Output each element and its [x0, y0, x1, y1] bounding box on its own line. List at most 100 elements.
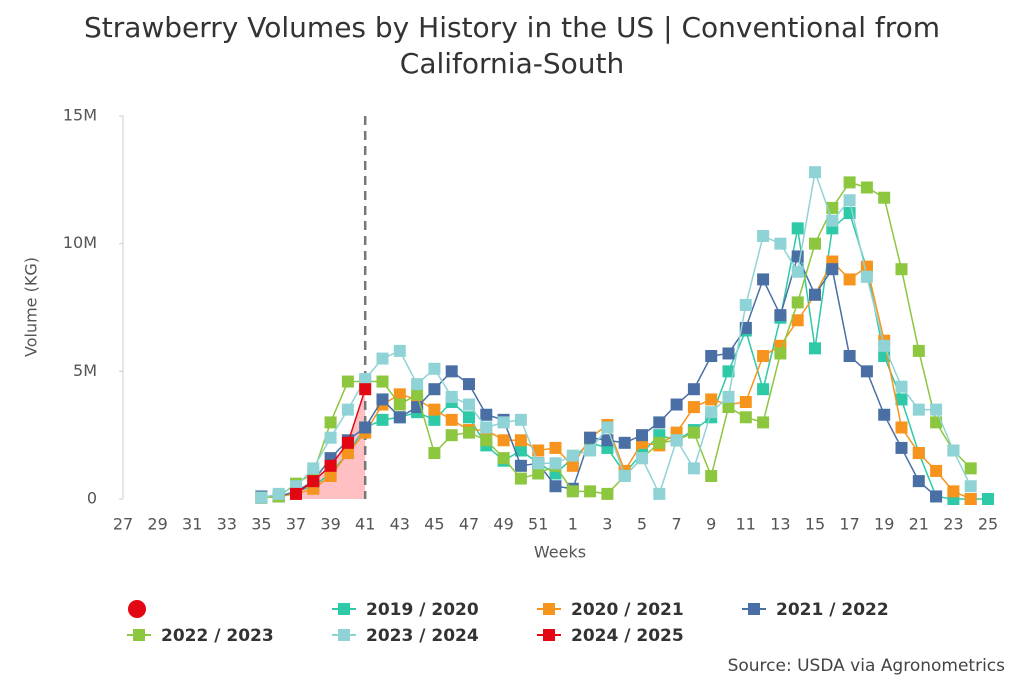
point [912, 344, 925, 357]
point [930, 403, 943, 416]
point [930, 416, 943, 429]
chart-title: Strawberry Volumes by History in the US … [83, 11, 941, 80]
point [636, 429, 648, 442]
point [964, 462, 977, 475]
point [532, 457, 545, 470]
point [445, 365, 458, 378]
point [341, 436, 354, 449]
y-tick-label: 0 [87, 489, 97, 508]
point [618, 470, 631, 483]
point [393, 388, 406, 401]
y-tick-label: 15M [63, 106, 97, 125]
x-tick-label: 21 [909, 515, 929, 534]
point [722, 365, 735, 378]
point [566, 459, 579, 472]
point [584, 444, 597, 457]
legend-label: 2019 / 2020 [366, 600, 479, 620]
point [514, 444, 527, 457]
point [791, 222, 804, 235]
point [341, 403, 354, 416]
point [393, 411, 406, 424]
x-tick-label: 11 [736, 515, 756, 534]
legend-marker [338, 629, 350, 641]
point [705, 393, 718, 406]
point [791, 314, 804, 327]
y-tick-label: 10M [63, 233, 97, 252]
point [774, 347, 787, 360]
point [601, 487, 614, 500]
point [895, 421, 908, 434]
point [428, 447, 441, 460]
x-tick-label: 19 [874, 515, 894, 534]
point [463, 426, 475, 439]
point [930, 464, 943, 477]
point [566, 449, 579, 462]
point [774, 237, 787, 250]
point [809, 288, 821, 301]
point [393, 398, 406, 411]
point [514, 472, 527, 485]
point [584, 431, 597, 444]
legend-marker [133, 629, 145, 641]
point [341, 375, 354, 388]
x-tick-label: 35 [251, 515, 271, 534]
point [878, 191, 891, 204]
legend-label: 2024 / 2025 [571, 626, 684, 646]
x-tick-label: 17 [839, 515, 859, 534]
point [341, 447, 354, 460]
point [757, 350, 770, 363]
point [912, 447, 925, 460]
point [636, 452, 648, 465]
point [843, 194, 856, 207]
point [860, 365, 873, 378]
point [843, 350, 856, 363]
point [895, 263, 908, 276]
y-axis-label: Volume (KG) [22, 257, 41, 357]
point [757, 230, 770, 243]
point [290, 487, 302, 500]
x-tick-label: 9 [706, 515, 716, 534]
point [411, 388, 424, 401]
point [930, 490, 943, 503]
point [393, 344, 406, 357]
point [687, 426, 700, 439]
point [463, 378, 475, 391]
x-tick-label: 3 [602, 515, 612, 534]
point [912, 475, 925, 488]
point [497, 416, 510, 429]
point [843, 176, 856, 189]
point [411, 378, 424, 391]
point [480, 408, 493, 421]
point [895, 380, 908, 393]
point [463, 398, 475, 411]
point [497, 434, 510, 447]
point [324, 431, 337, 444]
point [324, 416, 337, 429]
point [826, 214, 839, 227]
point [618, 436, 631, 449]
point [653, 416, 666, 429]
point [895, 441, 908, 454]
point [601, 421, 614, 434]
point [376, 393, 389, 406]
point [860, 270, 873, 283]
point [860, 181, 873, 194]
point [843, 273, 856, 286]
x-tick-label: 33 [217, 515, 237, 534]
area [296, 389, 366, 499]
point [428, 403, 441, 416]
point [376, 375, 389, 388]
point [687, 383, 700, 396]
point [445, 413, 458, 426]
x-tick-label: 31 [182, 515, 202, 534]
point [549, 480, 562, 493]
point [705, 350, 718, 363]
x-tick-label: 37 [286, 515, 306, 534]
point [912, 403, 925, 416]
point [272, 487, 285, 500]
point [826, 255, 839, 268]
point [774, 309, 787, 322]
point [307, 475, 320, 488]
point [514, 459, 527, 472]
